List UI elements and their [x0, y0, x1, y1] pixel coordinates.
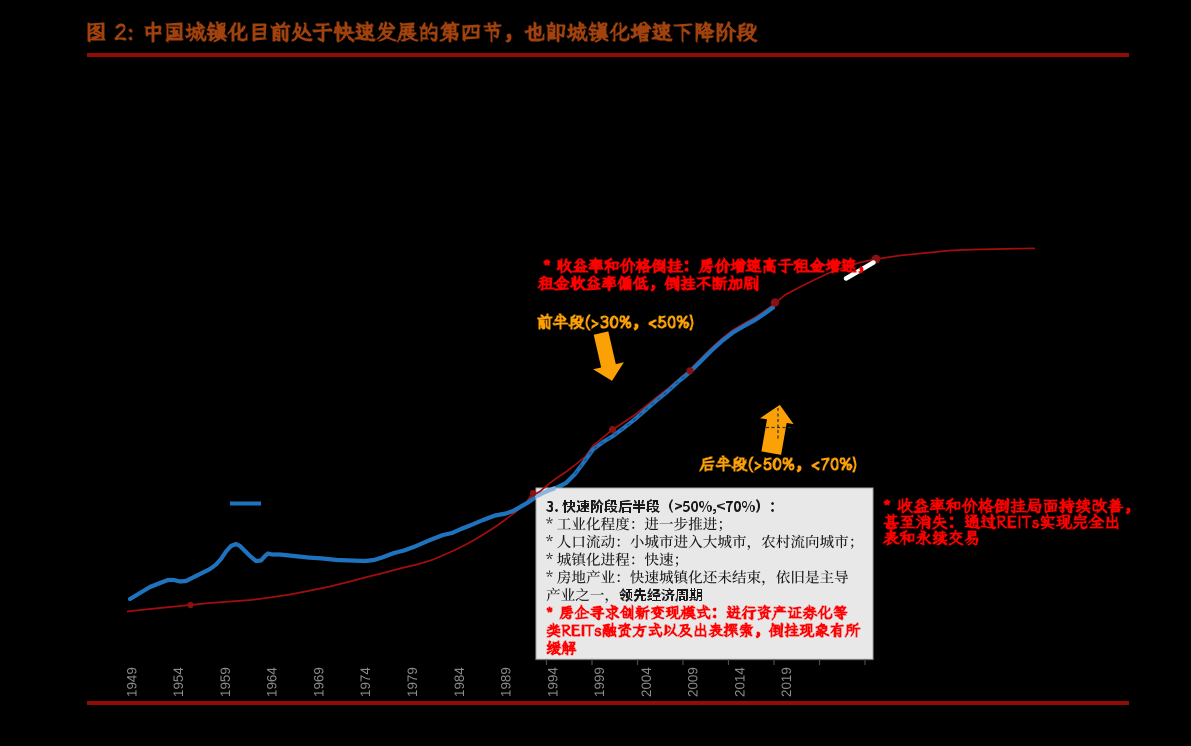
- svg-text:1969: 1969: [312, 667, 327, 697]
- svg-text:1994: 1994: [545, 667, 560, 697]
- svg-text:1954: 1954: [171, 667, 186, 697]
- svg-text:1999: 1999: [592, 667, 607, 697]
- svg-text:2014: 2014: [732, 667, 747, 697]
- svg-text:2004: 2004: [639, 667, 654, 697]
- svg-text:1989: 1989: [499, 667, 514, 697]
- svg-text:1959: 1959: [218, 667, 233, 697]
- svg-text:1964: 1964: [265, 667, 280, 697]
- svg-text:2009: 2009: [686, 667, 701, 697]
- svg-text:1974: 1974: [358, 667, 373, 697]
- svg-text:1984: 1984: [452, 667, 467, 697]
- svg-text:2019: 2019: [779, 667, 794, 697]
- svg-text:1979: 1979: [405, 667, 420, 697]
- svg-text:1949: 1949: [124, 667, 139, 697]
